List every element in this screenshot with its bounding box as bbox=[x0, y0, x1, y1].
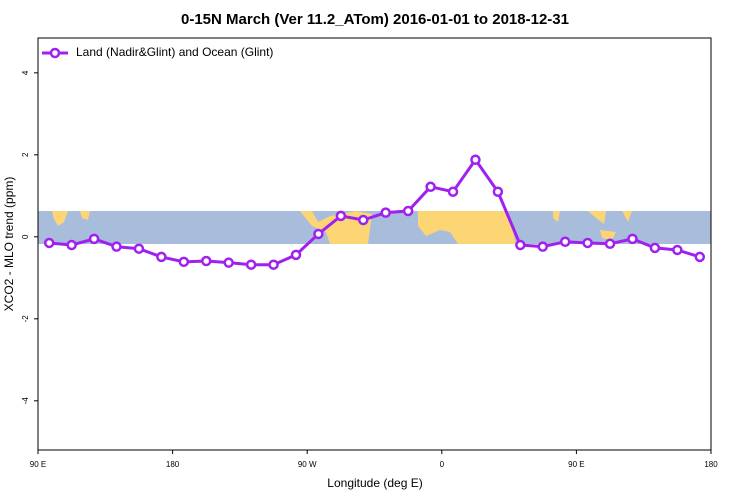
data-point bbox=[582, 237, 593, 249]
plot-frame bbox=[37, 37, 712, 451]
data-point bbox=[649, 242, 661, 254]
data-point bbox=[88, 233, 100, 245]
x-tick-label: 90 W bbox=[298, 460, 317, 469]
x-tick-label: 90 E bbox=[568, 460, 584, 469]
data-point bbox=[358, 214, 369, 226]
data-point bbox=[111, 241, 122, 252]
data-point bbox=[492, 186, 504, 197]
data-point bbox=[66, 239, 77, 251]
data-point bbox=[268, 259, 279, 270]
x-tick-label: 0 bbox=[440, 460, 445, 469]
x-tick-label: 90 E bbox=[30, 460, 46, 469]
data-point bbox=[470, 154, 481, 166]
data-point bbox=[447, 186, 459, 197]
y-tick-label: 4 bbox=[21, 70, 30, 75]
data-point bbox=[223, 257, 234, 268]
data-point bbox=[604, 238, 616, 250]
y-tick-label: -2 bbox=[21, 315, 30, 323]
data-point bbox=[627, 233, 638, 245]
data-point bbox=[559, 236, 571, 247]
x-axis-label: Longitude (deg E) bbox=[327, 476, 422, 490]
y-tick-label: -4 bbox=[21, 397, 30, 405]
data-point bbox=[335, 210, 347, 222]
y-tick-label: 2 bbox=[21, 152, 30, 157]
data-point bbox=[515, 239, 526, 251]
data-point bbox=[425, 181, 436, 193]
data-point bbox=[380, 207, 391, 218]
data-point bbox=[694, 251, 706, 263]
legend-marker bbox=[49, 47, 61, 59]
data-point bbox=[178, 256, 190, 268]
x-tick-label: 180 bbox=[166, 460, 180, 469]
chart-title: 0-15N March (Ver 11.2_ATom) 2016-01-01 t… bbox=[181, 11, 569, 28]
data-point bbox=[672, 244, 683, 256]
data-point bbox=[537, 241, 548, 252]
x-tick-label: 180 bbox=[704, 460, 718, 469]
data-point bbox=[245, 259, 257, 270]
data-point bbox=[133, 243, 145, 254]
data-point bbox=[201, 255, 212, 267]
data-point bbox=[43, 237, 55, 249]
data-point bbox=[313, 228, 324, 240]
y-tick-label: 0 bbox=[21, 234, 30, 239]
data-point bbox=[290, 249, 302, 261]
data-point bbox=[402, 205, 414, 217]
y-axis-label: XCO2 - MLO trend (ppm) bbox=[2, 177, 16, 312]
data-point bbox=[156, 251, 167, 263]
legend-label: Land (Nadir&Glint) and Ocean (Glint) bbox=[76, 45, 273, 59]
